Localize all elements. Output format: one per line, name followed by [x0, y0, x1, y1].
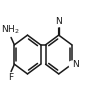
- Text: N: N: [72, 60, 79, 69]
- Text: F: F: [9, 73, 14, 82]
- Text: N: N: [55, 17, 62, 26]
- Text: NH$_2$: NH$_2$: [1, 24, 20, 36]
